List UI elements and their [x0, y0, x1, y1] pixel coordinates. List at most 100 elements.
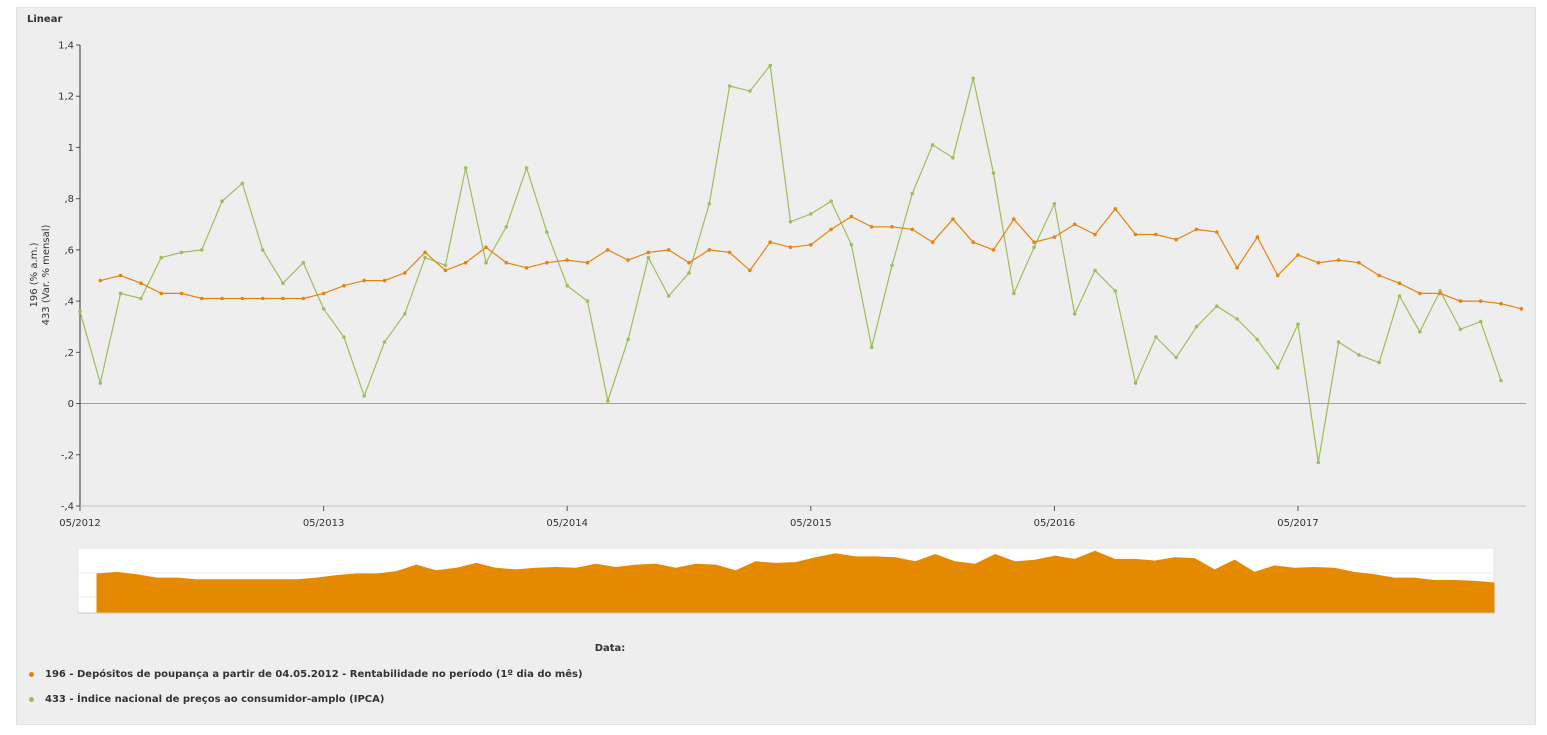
data-point[interactable] [666, 294, 671, 298]
data-point[interactable] [524, 266, 529, 270]
data-point[interactable] [382, 340, 387, 344]
data-point[interactable] [788, 219, 793, 224]
data-point[interactable] [626, 258, 630, 262]
data-point[interactable] [585, 260, 590, 265]
data-point[interactable] [545, 260, 549, 265]
data-point[interactable] [646, 255, 651, 260]
data-point[interactable] [849, 214, 854, 219]
data-point[interactable] [443, 263, 448, 268]
data-point[interactable] [585, 299, 590, 303]
data-point[interactable] [342, 335, 346, 339]
data-point[interactable] [240, 296, 245, 301]
data-point[interactable] [423, 255, 427, 260]
data-point[interactable] [565, 283, 569, 288]
data-point[interactable] [1113, 289, 1118, 293]
data-point[interactable] [179, 291, 184, 296]
data-point[interactable] [727, 84, 732, 88]
data-point[interactable] [443, 268, 448, 273]
data-point[interactable] [524, 166, 529, 170]
data-point[interactable] [748, 268, 752, 273]
data-point[interactable] [869, 345, 874, 350]
data-point[interactable] [1397, 281, 1402, 286]
data-point[interactable] [666, 248, 671, 252]
data-point[interactable] [951, 217, 955, 221]
data-point[interactable] [1093, 232, 1097, 237]
data-point[interactable] [1438, 291, 1442, 296]
data-point[interactable] [1072, 312, 1077, 316]
data-point[interactable] [301, 296, 306, 301]
data-point[interactable] [260, 296, 265, 301]
data-point[interactable] [118, 273, 123, 278]
data-point[interactable] [748, 89, 752, 93]
data-point[interactable] [220, 296, 224, 301]
data-point[interactable] [687, 271, 691, 275]
data-point[interactable] [727, 250, 732, 255]
data-point[interactable] [869, 225, 874, 229]
data-point[interactable] [1418, 291, 1422, 296]
navigator[interactable] [77, 547, 1495, 614]
data-point[interactable] [991, 248, 996, 252]
data-point[interactable] [1458, 327, 1463, 332]
data-point[interactable] [1154, 335, 1158, 339]
data-point[interactable] [301, 260, 306, 265]
data-point[interactable] [463, 260, 468, 265]
series-2[interactable] [78, 63, 1503, 465]
data-point[interactable] [281, 296, 285, 301]
data-point[interactable] [200, 248, 204, 252]
data-point[interactable] [1032, 245, 1036, 250]
data-point[interactable] [240, 181, 245, 186]
data-point[interactable] [1113, 207, 1118, 211]
legend-item[interactable]: 433 - Índice nacional de preços ao consu… [29, 693, 583, 718]
data-point[interactable] [849, 243, 854, 247]
data-point[interactable] [707, 248, 712, 252]
data-point[interactable] [1052, 235, 1057, 239]
data-point[interactable] [159, 291, 163, 296]
data-point[interactable] [1336, 258, 1341, 262]
data-point[interactable] [1316, 260, 1321, 265]
data-point[interactable] [260, 248, 265, 252]
data-point[interactable] [768, 63, 772, 68]
data-point[interactable] [200, 296, 204, 301]
data-point[interactable] [1052, 202, 1057, 206]
data-point[interactable] [606, 248, 610, 252]
data-point[interactable] [1255, 235, 1260, 239]
data-point[interactable] [910, 191, 915, 196]
data-point[interactable] [788, 245, 793, 250]
data-point[interactable] [1093, 268, 1097, 273]
data-point[interactable] [1215, 230, 1219, 234]
data-point[interactable] [281, 281, 285, 286]
data-point[interactable] [321, 307, 326, 311]
data-point[interactable] [606, 399, 610, 403]
data-point[interactable] [1154, 232, 1158, 237]
data-point[interactable] [463, 166, 468, 170]
data-point[interactable] [1194, 227, 1199, 232]
legend-item[interactable]: 196 - Depósitos de poupança a partir de … [29, 668, 583, 693]
data-point[interactable] [951, 155, 955, 160]
data-point[interactable] [118, 291, 123, 296]
data-point[interactable] [1215, 304, 1219, 309]
data-point[interactable] [971, 240, 975, 244]
data-point[interactable] [829, 199, 833, 203]
data-point[interactable] [910, 227, 915, 232]
data-point[interactable] [1194, 324, 1199, 329]
data-point[interactable] [403, 312, 407, 316]
data-point[interactable] [1316, 460, 1321, 465]
data-point[interactable] [626, 337, 630, 342]
data-point[interactable] [321, 291, 326, 296]
data-point[interactable] [890, 225, 894, 229]
data-point[interactable] [1377, 360, 1381, 365]
data-point[interactable] [1275, 365, 1280, 370]
data-point[interactable] [139, 281, 143, 286]
data-point[interactable] [930, 240, 935, 244]
data-point[interactable] [1397, 294, 1402, 298]
data-point[interactable] [768, 240, 772, 244]
data-point[interactable] [1012, 217, 1016, 221]
data-point[interactable] [1499, 378, 1503, 383]
data-point[interactable] [139, 296, 143, 301]
data-point[interactable] [423, 250, 427, 255]
series-1-line[interactable] [100, 207, 1522, 310]
data-point[interactable] [930, 143, 935, 147]
data-point[interactable] [382, 278, 387, 283]
data-point[interactable] [1235, 317, 1239, 321]
